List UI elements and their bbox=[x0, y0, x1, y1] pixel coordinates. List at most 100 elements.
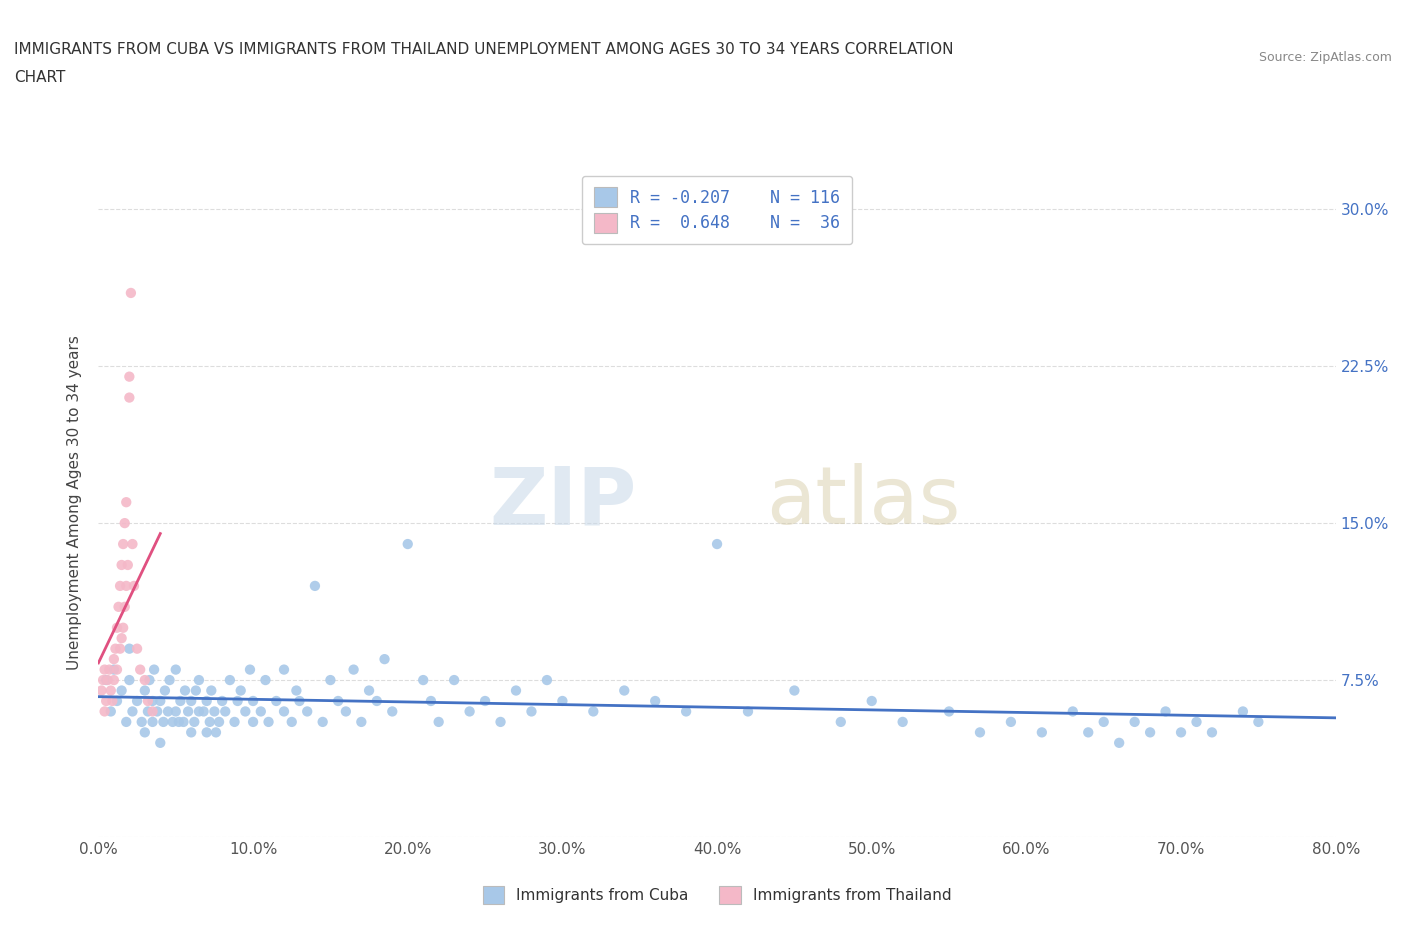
Point bbox=[107, 600, 129, 615]
Point bbox=[1062, 704, 1084, 719]
Point bbox=[1108, 736, 1130, 751]
Point bbox=[136, 704, 159, 719]
Point bbox=[198, 714, 221, 729]
Point bbox=[1201, 725, 1223, 740]
Point bbox=[93, 704, 115, 719]
Point bbox=[105, 694, 128, 709]
Point bbox=[174, 683, 197, 698]
Point bbox=[412, 672, 434, 687]
Point bbox=[520, 704, 543, 719]
Point bbox=[737, 704, 759, 719]
Point bbox=[134, 725, 156, 740]
Point bbox=[91, 672, 114, 687]
Point bbox=[114, 516, 136, 531]
Point bbox=[188, 704, 211, 719]
Point bbox=[136, 694, 159, 709]
Point bbox=[184, 683, 207, 698]
Point bbox=[319, 672, 342, 687]
Point bbox=[1000, 714, 1022, 729]
Point bbox=[111, 631, 134, 645]
Point bbox=[173, 714, 195, 729]
Point bbox=[103, 672, 125, 687]
Point bbox=[297, 704, 319, 719]
Text: atlas: atlas bbox=[766, 463, 960, 541]
Point bbox=[326, 694, 350, 709]
Point bbox=[195, 694, 218, 709]
Point bbox=[357, 683, 380, 698]
Point bbox=[374, 652, 396, 667]
Point bbox=[1232, 704, 1254, 719]
Point bbox=[1123, 714, 1146, 729]
Point bbox=[489, 714, 512, 729]
Point bbox=[118, 391, 141, 405]
Point bbox=[257, 714, 280, 729]
Point bbox=[285, 683, 308, 698]
Point bbox=[1185, 714, 1208, 729]
Point bbox=[582, 704, 605, 719]
Point bbox=[366, 694, 388, 709]
Point bbox=[675, 704, 697, 719]
Point bbox=[127, 694, 149, 709]
Point bbox=[1077, 725, 1099, 740]
Point bbox=[149, 736, 172, 751]
Point bbox=[108, 578, 131, 593]
Point bbox=[350, 714, 373, 729]
Point bbox=[891, 714, 914, 729]
Point bbox=[103, 662, 125, 677]
Point bbox=[536, 672, 558, 687]
Point bbox=[860, 694, 883, 709]
Point bbox=[505, 683, 527, 698]
Point bbox=[142, 704, 165, 719]
Point bbox=[242, 714, 264, 729]
Point bbox=[114, 600, 136, 615]
Point bbox=[783, 683, 806, 698]
Legend: Immigrants from Cuba, Immigrants from Thailand: Immigrants from Cuba, Immigrants from Th… bbox=[477, 880, 957, 910]
Point bbox=[180, 694, 202, 709]
Point bbox=[108, 642, 131, 657]
Point bbox=[551, 694, 574, 709]
Point bbox=[288, 694, 311, 709]
Point bbox=[105, 662, 128, 677]
Point bbox=[115, 495, 138, 510]
Point bbox=[250, 704, 273, 719]
Point bbox=[1247, 714, 1270, 729]
Point bbox=[169, 694, 191, 709]
Point bbox=[188, 672, 211, 687]
Point bbox=[134, 683, 156, 698]
Text: CHART: CHART bbox=[14, 70, 66, 85]
Point bbox=[138, 672, 160, 687]
Point bbox=[129, 662, 152, 677]
Point bbox=[183, 714, 205, 729]
Point bbox=[644, 694, 666, 709]
Point bbox=[103, 652, 125, 667]
Point bbox=[165, 704, 187, 719]
Point bbox=[143, 662, 166, 677]
Point bbox=[239, 662, 262, 677]
Point bbox=[117, 558, 139, 573]
Point bbox=[443, 672, 465, 687]
Point bbox=[134, 672, 156, 687]
Point bbox=[396, 537, 419, 551]
Point bbox=[229, 683, 252, 698]
Point bbox=[159, 672, 181, 687]
Point bbox=[112, 620, 135, 635]
Point bbox=[111, 558, 134, 573]
Point bbox=[118, 672, 141, 687]
Y-axis label: Unemployment Among Ages 30 to 34 years: Unemployment Among Ages 30 to 34 years bbox=[67, 335, 83, 670]
Point bbox=[96, 672, 118, 687]
Point bbox=[312, 714, 335, 729]
Point bbox=[266, 694, 288, 709]
Point bbox=[381, 704, 404, 719]
Point bbox=[205, 725, 228, 740]
Point bbox=[105, 620, 128, 635]
Point bbox=[177, 704, 200, 719]
Point bbox=[1092, 714, 1115, 729]
Point bbox=[121, 537, 143, 551]
Point bbox=[96, 694, 118, 709]
Point bbox=[115, 714, 138, 729]
Point bbox=[242, 694, 264, 709]
Point bbox=[969, 725, 991, 740]
Point bbox=[97, 672, 120, 687]
Point bbox=[115, 578, 138, 593]
Point bbox=[100, 683, 122, 698]
